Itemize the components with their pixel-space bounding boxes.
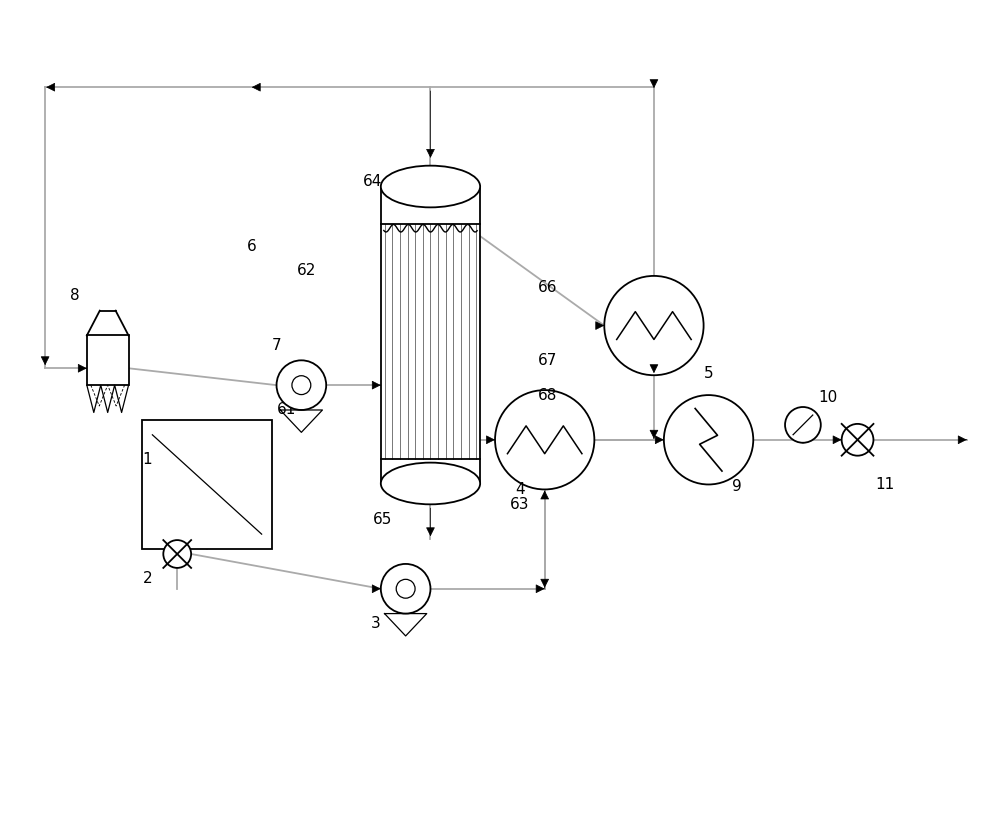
Bar	[142, 420, 272, 549]
Bar	[381, 187, 480, 483]
Circle shape	[396, 579, 415, 598]
Text: 64: 64	[363, 174, 383, 189]
Ellipse shape	[381, 165, 480, 207]
Text: 63: 63	[510, 497, 530, 512]
Bar	[87, 336, 129, 385]
Circle shape	[842, 424, 873, 456]
Text: 11: 11	[876, 477, 895, 492]
Circle shape	[163, 540, 191, 568]
Text: 68: 68	[538, 388, 557, 403]
Circle shape	[604, 276, 704, 375]
Circle shape	[277, 360, 326, 410]
Polygon shape	[280, 410, 322, 432]
Circle shape	[785, 407, 821, 443]
Text: 61: 61	[277, 403, 296, 417]
Circle shape	[381, 564, 430, 614]
Text: 66: 66	[538, 280, 557, 295]
Text: 2: 2	[143, 571, 152, 586]
Text: 4: 4	[515, 482, 525, 497]
Text: 5: 5	[704, 366, 713, 381]
Text: 65: 65	[373, 512, 392, 526]
Circle shape	[495, 390, 594, 490]
Text: 8: 8	[70, 289, 80, 303]
Ellipse shape	[381, 463, 480, 504]
Polygon shape	[385, 614, 427, 636]
Text: 9: 9	[732, 479, 741, 494]
Text: 3: 3	[371, 616, 381, 631]
Text: 1: 1	[143, 452, 152, 467]
Text: 6: 6	[247, 239, 257, 253]
Circle shape	[664, 395, 753, 484]
Text: 10: 10	[818, 390, 837, 404]
Text: 67: 67	[538, 353, 557, 368]
Text: 7: 7	[272, 338, 281, 353]
Text: 62: 62	[297, 263, 316, 279]
Circle shape	[292, 376, 311, 394]
